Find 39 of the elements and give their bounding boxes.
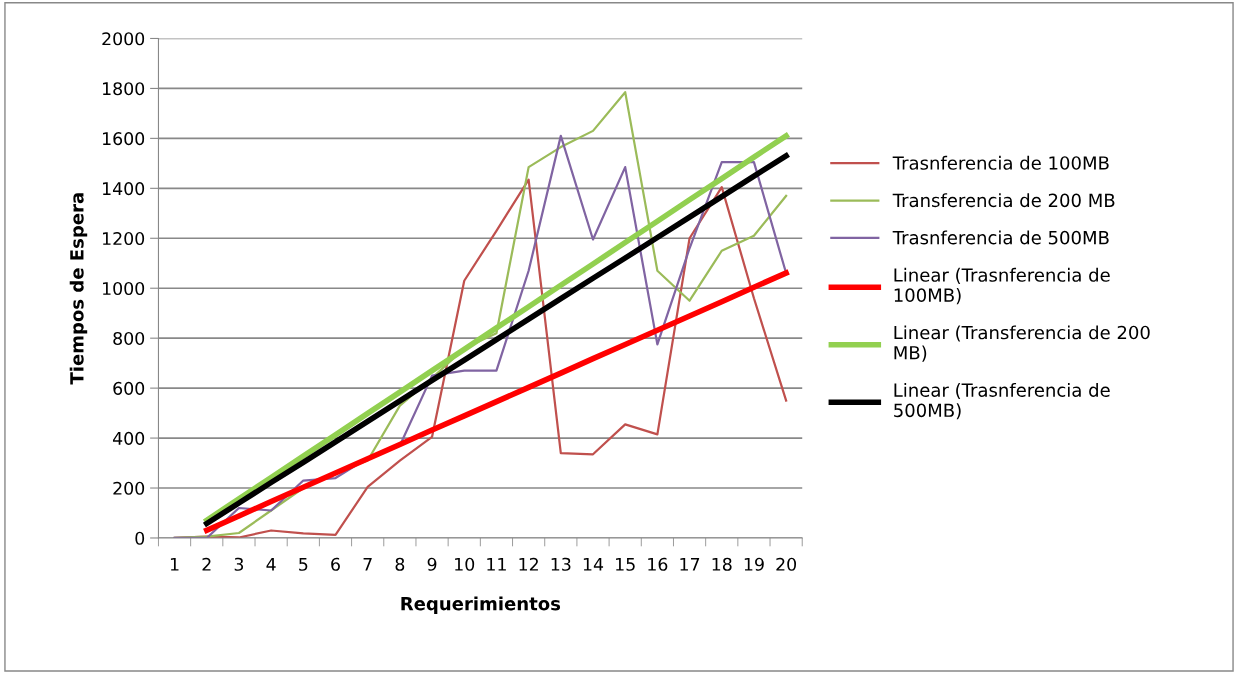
- x-tick-label: 4: [266, 557, 276, 571]
- y-tick-label: 2000: [102, 32, 145, 46]
- x-tick-label: 2: [202, 557, 211, 571]
- x-tick-label: 3: [234, 557, 244, 571]
- legend-label: Trasnferencia de 500MB: [892, 230, 1109, 245]
- x-axis-title: Requerimientos: [401, 596, 561, 614]
- x-tick-label: 13: [551, 557, 571, 571]
- x-tick-label: 1: [170, 557, 179, 571]
- legend-label: Transferencia de 200 MB: [892, 193, 1115, 208]
- y-tick-label: 200: [113, 481, 145, 495]
- legend-label: Trasnferencia de 100MB: [892, 155, 1109, 170]
- x-tick-label: 12: [519, 557, 538, 571]
- x-tick-label: 8: [395, 557, 405, 571]
- x-tick-label: 19: [744, 557, 764, 571]
- x-tick-label: 9: [427, 557, 437, 571]
- y-axis-title: Tiempos de Espera: [69, 193, 88, 385]
- x-tick-label: 10: [455, 557, 475, 571]
- y-tick-label: 600: [113, 381, 145, 395]
- y-tick-label: 1200: [102, 231, 145, 246]
- legend-label: Linear (Trasnferencia de 100MB): [894, 267, 1110, 305]
- x-tick-label: 17: [680, 557, 700, 571]
- y-tick-label: 1800: [102, 82, 145, 96]
- y-tick-label: 1400: [102, 182, 145, 196]
- y-tick-label: 0: [135, 531, 145, 545]
- y-tick-label: 400: [112, 431, 145, 445]
- x-tick-label: 5: [299, 557, 308, 571]
- x-tick-label: 16: [648, 557, 668, 571]
- x-tick-label: 14: [583, 557, 604, 571]
- legend-label: Linear (Transferencia de 200 MB): [894, 325, 1150, 362]
- y-tick-label: 1000: [102, 281, 145, 296]
- y-tick-label: 1600: [102, 132, 145, 146]
- x-tick-label: 11: [487, 557, 506, 571]
- x-tick-label: 7: [363, 557, 372, 571]
- x-tick-label: 6: [331, 557, 340, 571]
- y-tick-label: 800: [113, 331, 145, 346]
- x-tick-label: 20: [776, 557, 797, 571]
- legend-label: Linear (Trasnferencia de 500MB): [894, 382, 1110, 420]
- x-tick-label: 15: [616, 557, 635, 571]
- x-tick-label: 18: [712, 557, 732, 571]
